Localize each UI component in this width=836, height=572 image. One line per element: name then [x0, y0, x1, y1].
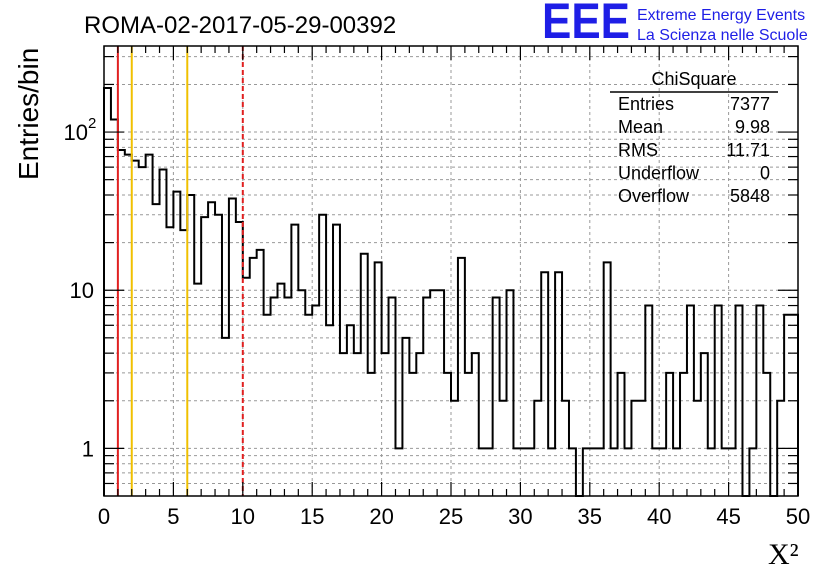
y-tick-label: 10: [64, 120, 88, 145]
logo-mark: EEE: [542, 0, 630, 49]
histogram-outline: [103, 86, 799, 497]
eee-logo: EEE Extreme Energy Events La Scienza nel…: [542, 0, 808, 49]
threshold-lines: [116, 46, 244, 496]
x-tick-label: 20: [369, 504, 393, 529]
x-tick-label: 0: [98, 504, 110, 529]
x-axis-label: X²: [768, 538, 799, 571]
y-tick-label: 1: [82, 436, 94, 461]
y-axis-label: Entries/bin: [13, 48, 44, 180]
logo-line-2: La Scienza nelle Scuole: [637, 27, 808, 44]
y-tick-label-exponent: 2: [88, 115, 96, 132]
stats-title: ChiSquare: [651, 69, 736, 89]
grid-lines: [104, 46, 798, 496]
stats-row-label: Entries: [618, 94, 674, 114]
x-tick-labels: 0 5 10 15 20 25 30 35 40 45 50: [98, 504, 810, 529]
x-tick-label: 25: [439, 504, 463, 529]
chart-title: ROMA-02-2017-05-29-00392: [84, 12, 396, 39]
x-tick-label: 15: [300, 504, 324, 529]
axis-ticks: [103, 46, 799, 496]
stats-row-label: Mean: [618, 117, 663, 137]
stats-row-value: 11.71: [726, 140, 770, 160]
stats-row-label: RMS: [618, 140, 658, 160]
stats-row-label: Underflow: [618, 163, 700, 183]
x-tick-label: 30: [508, 504, 532, 529]
x-tick-label: 10: [231, 504, 255, 529]
stats-row-value: 7377: [730, 94, 770, 114]
stats-rows: Entries 7377 Mean 9.98 RMS 11.71 Underflow 0 Ove…: [618, 94, 770, 206]
y-tick-label: 10: [70, 278, 94, 303]
logo-line-1: Extreme Energy Events: [637, 7, 805, 24]
x-tick-label: 35: [578, 504, 602, 529]
x-tick-label: 40: [647, 504, 671, 529]
stats-row-value: 0: [760, 163, 770, 183]
stats-row-value: 5848: [730, 186, 770, 206]
x-tick-label: 45: [716, 504, 740, 529]
stats-box: ChiSquare Entries 7377 Mean 9.98 RMS 11.71 Und…: [610, 69, 778, 206]
stats-row-value: 9.98: [735, 117, 770, 137]
x-tick-label: 5: [167, 504, 179, 529]
x-tick-label: 50: [786, 504, 810, 529]
stats-row-label: Overflow: [618, 186, 690, 206]
